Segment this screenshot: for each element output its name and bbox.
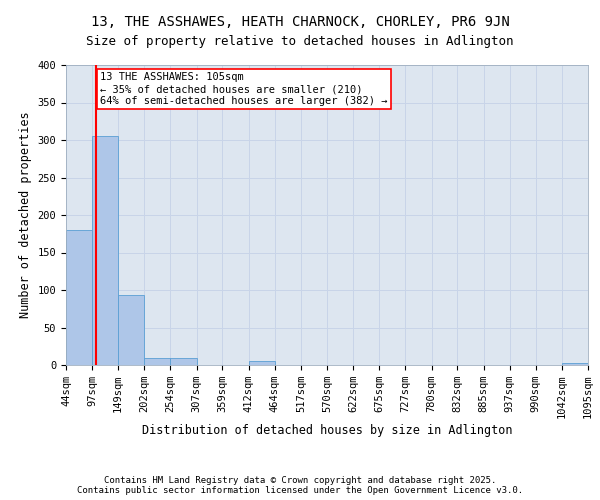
Bar [92,136,118,365]
Bar [66,230,92,365]
Bar [118,295,145,365]
Bar [170,358,197,365]
Text: 13 THE ASSHAWES: 105sqm
← 35% of detached houses are smaller (210)
64% of semi-d: 13 THE ASSHAWES: 105sqm ← 35% of detache… [100,72,388,106]
Bar [145,358,170,365]
Bar [249,361,275,365]
X-axis label: Distribution of detached houses by size in Adlington: Distribution of detached houses by size … [142,424,512,437]
Text: Size of property relative to detached houses in Adlington: Size of property relative to detached ho… [86,35,514,48]
Text: Contains HM Land Registry data © Crown copyright and database right 2025.
Contai: Contains HM Land Registry data © Crown c… [77,476,523,495]
Bar [562,363,588,365]
Text: 13, THE ASSHAWES, HEATH CHARNOCK, CHORLEY, PR6 9JN: 13, THE ASSHAWES, HEATH CHARNOCK, CHORLE… [91,15,509,29]
Y-axis label: Number of detached properties: Number of detached properties [19,112,32,318]
